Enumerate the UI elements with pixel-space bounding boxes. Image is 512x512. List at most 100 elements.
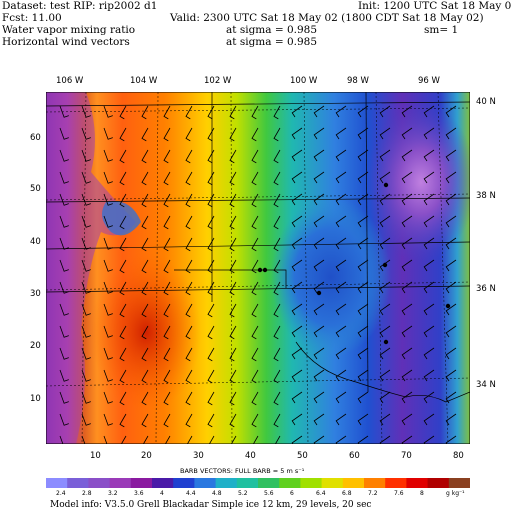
field1-level: at sigma = 0.985: [226, 24, 318, 36]
wind-barb: [141, 347, 149, 362]
wind-barb: [119, 105, 127, 120]
wind-barb: [185, 171, 193, 186]
wind-barb: [423, 215, 435, 228]
wind-barb: [335, 127, 347, 140]
wind-barb: [357, 105, 369, 118]
wind-barb: [423, 171, 435, 184]
color-swatch: [279, 478, 301, 488]
wind-barb: [401, 105, 413, 118]
wind-barb: [335, 369, 347, 382]
wind-barb: [207, 391, 215, 406]
x-tick: 50: [297, 451, 308, 461]
wind-barb: [81, 149, 91, 162]
wind-barb: [423, 303, 435, 316]
color-swatch: [448, 478, 470, 488]
wind-barb: [163, 347, 171, 362]
station-dot: [257, 267, 263, 273]
wind-barb: [291, 435, 303, 444]
wind-barb: [401, 193, 413, 206]
wind-barb: [313, 325, 325, 338]
color-swatch: [321, 478, 344, 488]
wind-barb: [141, 127, 149, 142]
wind-barb: [291, 369, 303, 382]
valid-time: Valid: 2300 UTC Sat 18 May 02 (1800 CDT …: [170, 12, 484, 24]
wind-barb: [291, 325, 303, 338]
wind-barb: [251, 347, 259, 362]
wind-barb: [119, 303, 127, 318]
wind-barb: [379, 281, 391, 294]
wind-barb: [251, 259, 259, 274]
wind-barb: [273, 237, 281, 252]
wind-barb: [313, 193, 325, 206]
wind-barb: [59, 105, 69, 118]
wind-barb: [103, 391, 113, 404]
wind-barb: [141, 259, 149, 274]
wind-barb: [357, 215, 369, 228]
wind-barb: [357, 347, 369, 360]
color-scale-label: 6.8: [342, 490, 352, 497]
color-swatch: [215, 478, 238, 488]
color-swatch: [406, 478, 429, 488]
wind-barb: [445, 325, 457, 338]
wind-barb: [207, 215, 215, 230]
wind-barb: [423, 237, 435, 250]
wind-barb: [423, 347, 435, 360]
wind-barb: [423, 413, 435, 426]
wind-barb: [120, 435, 127, 444]
color-scale: [46, 478, 470, 488]
wind-barb: [207, 413, 215, 428]
wind-barb: [103, 369, 113, 382]
wind-barb: [119, 259, 127, 274]
station-dot: [383, 339, 389, 345]
wind-barb: [357, 127, 369, 140]
color-scale-label: 6.4: [316, 490, 326, 497]
wind-barb: [119, 325, 127, 340]
wind-barb: [163, 149, 171, 164]
wind-barb: [229, 215, 237, 230]
wind-barb: [207, 259, 215, 274]
color-swatch: [300, 478, 323, 488]
lon-label: 98 W: [347, 76, 369, 86]
lon-label: 106 W: [56, 76, 84, 86]
wind-barb: [185, 193, 193, 208]
wind-barb: [313, 347, 325, 360]
color-scale-label: 4: [160, 490, 164, 497]
wind-barb: [251, 149, 259, 164]
wind-barb: [379, 303, 391, 316]
wind-barb: [163, 193, 171, 208]
wind-barb: [357, 281, 369, 294]
wind-barb: [163, 281, 171, 296]
wind-barb: [229, 105, 237, 120]
wind-barb: [357, 171, 369, 184]
wind-barb: [313, 281, 325, 294]
wind-barb: [313, 303, 325, 316]
y-tick: 50: [30, 184, 41, 194]
wind-barb: [445, 413, 457, 426]
wind-barb: [185, 149, 193, 164]
wind-barb: [163, 325, 171, 340]
field1-name: Water vapor mixing ratio: [2, 24, 136, 36]
color-scale-label: 8: [420, 490, 424, 497]
wind-barb: [379, 127, 391, 140]
x-tick: 40: [245, 451, 256, 461]
color-swatch: [342, 478, 365, 488]
wind-barb: [401, 413, 413, 426]
wind-barb: [103, 193, 113, 206]
wind-barb: [423, 127, 435, 140]
wind-barb: [185, 303, 193, 318]
wind-barb: [163, 391, 171, 406]
color-scale-label: 3.6: [134, 490, 144, 497]
wind-barb: [119, 369, 127, 384]
wind-barb: [273, 281, 281, 296]
y-tick: 30: [30, 289, 41, 299]
wind-barb: [401, 325, 413, 338]
station-dots: [257, 182, 451, 345]
wind-barb: [273, 325, 281, 340]
color-swatch: [385, 478, 407, 488]
wind-barb: [335, 215, 347, 228]
wind-barb: [273, 413, 281, 428]
lat-label: 34 N: [476, 380, 496, 390]
wind-barb: [423, 391, 435, 404]
wind-barb: [291, 105, 303, 118]
wind-barb: [59, 435, 64, 444]
